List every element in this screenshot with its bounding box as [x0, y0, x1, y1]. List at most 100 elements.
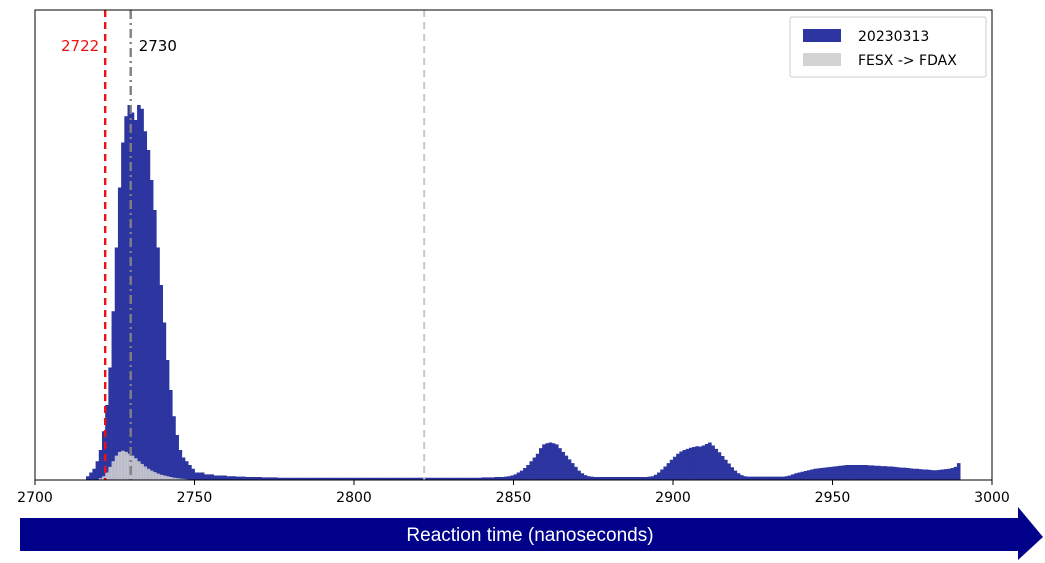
series-1-bar [389, 477, 393, 480]
series-1-bar [443, 477, 447, 480]
series-1-bar [232, 476, 237, 480]
series-1-bar [925, 469, 929, 480]
series-1-bar [296, 477, 301, 480]
series-1-bar [838, 465, 843, 480]
series-1-bar [334, 477, 339, 480]
series-1-bar [931, 470, 935, 480]
series-1-bar [264, 477, 269, 481]
series-1-bar [526, 465, 530, 480]
series-1-bar [312, 477, 317, 480]
series-1-bar [472, 477, 476, 480]
x-tick-label: 2950 [815, 490, 851, 506]
series-1-bar [602, 477, 607, 480]
series-1-bar [708, 442, 712, 480]
series-1-bar [318, 477, 323, 480]
series-1-bar [500, 477, 505, 480]
series-1-bar [172, 416, 176, 480]
series-1-bar [408, 477, 412, 480]
series-1-bar [762, 476, 766, 481]
series-1-bar [347, 477, 352, 480]
series-2-bar [159, 474, 163, 480]
series-1-bar [494, 477, 498, 480]
series-1-bar [245, 477, 250, 480]
series-1-bar [213, 475, 218, 480]
series-2-bar [156, 473, 160, 481]
series-1-bar [207, 474, 211, 481]
series-1-bar [641, 477, 645, 480]
series-1-bar [947, 468, 951, 480]
series-1-bar [411, 477, 416, 480]
x-tick-label: 2750 [177, 490, 213, 506]
series-1-bar [912, 468, 916, 480]
series-1-bar [417, 477, 422, 480]
series-1-bar [535, 453, 540, 480]
series-1-bar [516, 472, 521, 480]
series-1-bar [893, 466, 897, 481]
reference-lines [103, 10, 426, 480]
series-1-bar [395, 477, 400, 480]
series-1-bar [481, 477, 486, 481]
series-1-bar [140, 108, 144, 480]
series-1-bar [258, 477, 262, 480]
series-1-bar [210, 474, 215, 481]
series-1-bar [357, 477, 361, 480]
series-1-bar [283, 477, 288, 480]
series-1-bar [271, 477, 275, 481]
series-1-bar [124, 116, 128, 480]
series-1-bar [523, 468, 527, 480]
series-1-bar [280, 477, 285, 480]
series-1-bar [299, 477, 304, 480]
series-2-bar [172, 477, 176, 480]
series-2-bar [121, 450, 125, 480]
series-1-bar [848, 465, 853, 480]
series-2-bar [117, 451, 122, 481]
series-1-bar [653, 474, 658, 480]
series-1-bar [915, 468, 920, 480]
series-1-bar [290, 477, 294, 480]
series-2-bar [175, 478, 179, 481]
series-1-bar [720, 456, 725, 480]
series-1-bar [184, 461, 189, 480]
series-1-bar [229, 476, 234, 480]
series-1-bar [121, 142, 125, 480]
series-1-bar [819, 468, 824, 480]
series-2-bar [108, 466, 112, 481]
series-1-bar [574, 466, 578, 481]
series-1-bar [711, 445, 715, 480]
series-2-bar [168, 477, 173, 480]
series-1-bar [302, 477, 307, 480]
series-1-bar [376, 477, 380, 480]
series-1-bars [86, 105, 961, 481]
series-1-bar [628, 477, 632, 480]
series-1-bar [583, 475, 588, 481]
series-1-bar [950, 468, 955, 480]
series-1-bar [625, 477, 629, 480]
series-1-bar [663, 466, 668, 480]
series-1-bar [446, 477, 451, 480]
series-1-bar [459, 477, 463, 480]
series-1-bar [781, 476, 786, 481]
series-2-bar [111, 461, 116, 480]
series-1-bar [928, 469, 932, 481]
series-2-bar [143, 466, 148, 480]
series-1-bar [650, 476, 655, 480]
reference-line-labels: 2722 2730 [61, 37, 177, 55]
series-1-bar [440, 477, 444, 480]
series-1-bar [344, 477, 349, 480]
series-1-bar [937, 469, 942, 481]
series-1-bar [414, 477, 419, 480]
arrow-shape [20, 507, 1043, 560]
series-1-bar [188, 465, 192, 480]
series-1-bar [666, 463, 671, 481]
series-1-bar [398, 477, 403, 480]
series-2-bar [178, 478, 183, 480]
series-1-bar [548, 442, 553, 480]
series-2-bar [137, 461, 141, 480]
series-1-bar [156, 247, 160, 480]
series-1-bar [621, 477, 626, 480]
series-1-bar [615, 477, 620, 480]
legend-label-series-1: 20230313 [858, 29, 929, 45]
series-1-bar [657, 472, 661, 480]
series-1-bar [251, 477, 256, 480]
series-1-bar [149, 180, 154, 480]
